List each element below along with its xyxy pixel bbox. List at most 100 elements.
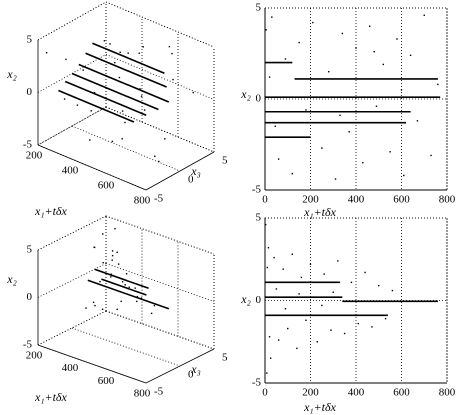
- point: [355, 47, 357, 49]
- streak: [78, 63, 170, 103]
- point: [328, 71, 330, 73]
- y-tick-label: 0: [256, 294, 262, 306]
- point: [109, 43, 111, 45]
- point: [142, 46, 144, 48]
- z-tick-label: 0: [188, 369, 194, 381]
- x-tick-label: 600: [98, 375, 115, 387]
- point: [337, 260, 339, 262]
- z-tick-label: -5: [154, 193, 164, 205]
- streak: [71, 72, 159, 111]
- point: [291, 253, 293, 255]
- point: [82, 69, 84, 71]
- point: [110, 276, 112, 278]
- y-tick-label: 5: [27, 34, 33, 46]
- point: [296, 347, 298, 350]
- point: [416, 120, 419, 122]
- point: [364, 271, 366, 274]
- point: [172, 78, 174, 81]
- point: [430, 154, 432, 157]
- point: [111, 254, 114, 257]
- point: [389, 151, 391, 153]
- y-tick-label: -5: [23, 339, 33, 351]
- y-tick-label: -5: [23, 139, 33, 151]
- z-axis: [145, 348, 215, 384]
- y-tick-label: 0: [27, 291, 33, 303]
- y-axis-label: x₂: [6, 67, 17, 81]
- point: [89, 139, 91, 141]
- point: [45, 52, 48, 54]
- x-tick-label: 200: [302, 194, 319, 206]
- x-tick-label: 600: [393, 387, 410, 399]
- y-tick-label: -5: [252, 184, 262, 196]
- point: [271, 16, 273, 18]
- point: [298, 293, 300, 295]
- point: [305, 319, 307, 321]
- point: [339, 114, 341, 117]
- grid-line: [105, 310, 215, 350]
- point: [330, 329, 332, 331]
- point: [284, 58, 287, 60]
- point: [158, 160, 160, 163]
- point: [103, 40, 106, 42]
- x-tick-label: 800: [134, 195, 151, 207]
- point: [396, 38, 398, 40]
- point: [277, 158, 280, 160]
- point: [391, 289, 394, 292]
- point: [343, 332, 346, 335]
- point: [305, 109, 307, 111]
- point: [403, 174, 405, 177]
- point: [275, 288, 278, 290]
- x-tick-label: 200: [26, 150, 43, 162]
- point: [273, 256, 275, 259]
- point: [423, 14, 425, 16]
- point: [65, 58, 67, 61]
- x-tick-label: 400: [348, 387, 365, 399]
- point: [120, 300, 122, 303]
- point: [266, 266, 268, 269]
- grid-line: [71, 125, 181, 172]
- point: [321, 304, 323, 307]
- grid-line: [37, 54, 107, 93]
- point: [114, 61, 116, 64]
- y-tick-label: 5: [256, 212, 262, 224]
- x-tick-label: 800: [134, 388, 151, 400]
- x-tick-label: 800: [439, 194, 456, 206]
- streak: [92, 42, 165, 74]
- grid-line: [37, 106, 107, 146]
- point: [128, 286, 130, 288]
- point: [268, 76, 271, 78]
- grid-line: [37, 310, 107, 346]
- y-tick-label: 5: [256, 2, 262, 14]
- point: [291, 172, 293, 175]
- point: [309, 263, 312, 265]
- point: [350, 281, 353, 284]
- point: [103, 279, 106, 281]
- point: [125, 273, 128, 275]
- point: [274, 125, 276, 127]
- point: [384, 317, 387, 320]
- point: [63, 98, 66, 100]
- y-tick-label: 5: [27, 244, 33, 256]
- x-tick-label: 600: [98, 180, 115, 192]
- point: [110, 273, 112, 275]
- point: [334, 178, 337, 180]
- point: [116, 251, 118, 254]
- point: [153, 304, 156, 307]
- point: [111, 140, 114, 143]
- point: [93, 92, 96, 94]
- grid-line: [105, 54, 215, 100]
- point: [267, 136, 269, 138]
- point: [136, 295, 139, 298]
- box-edge: [37, 215, 107, 251]
- point: [111, 259, 113, 261]
- grid-line: [105, 263, 215, 302]
- point: [268, 336, 271, 338]
- point: [192, 91, 194, 94]
- x-tick-label: 200: [302, 387, 319, 399]
- point: [76, 104, 79, 106]
- point: [124, 121, 126, 124]
- streak: [101, 278, 147, 296]
- grid-line: [105, 1, 215, 48]
- point: [154, 155, 156, 157]
- grid-line: [37, 263, 107, 298]
